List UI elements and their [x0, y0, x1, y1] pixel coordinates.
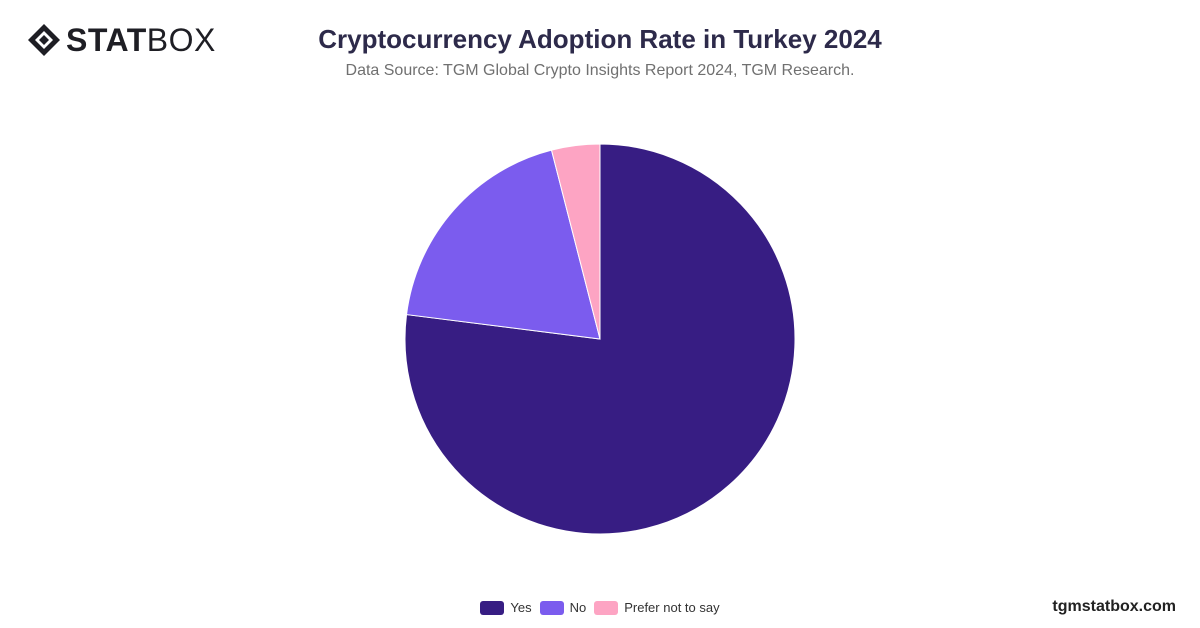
legend-item-yes[interactable]: Yes	[480, 600, 532, 615]
legend-swatch	[539, 600, 564, 615]
legend-label: Prefer not to say	[624, 600, 720, 615]
pie-slice-yes[interactable]	[404, 143, 796, 535]
legend-swatch	[594, 600, 619, 615]
logo-text: STATBOX	[66, 22, 216, 58]
chart-legend: Yes No Prefer not to say	[0, 600, 1200, 615]
pie-chart	[404, 143, 796, 535]
statbox-logo-icon	[28, 24, 60, 56]
chart-subtitle: Data Source: TGM Global Crypto Insights …	[345, 62, 855, 79]
legend-label: Yes	[510, 600, 532, 615]
logo-text-light: BOX	[146, 22, 216, 58]
legend-item-no[interactable]: No	[539, 600, 587, 615]
pie-slice-no[interactable]	[405, 149, 601, 340]
legend-swatch	[480, 600, 505, 615]
logo-text-bold: STAT	[66, 22, 147, 58]
legend-label: No	[569, 600, 587, 615]
chart-title: Cryptocurrency Adoption Rate in Turkey 2…	[318, 24, 882, 54]
pie-slice-prefer-not-to-say[interactable]	[550, 143, 601, 340]
legend-item-prefer-not-to-say[interactable]: Prefer not to say	[594, 600, 720, 615]
footer-site-url: tgmstatbox.com	[1052, 598, 1176, 615]
statbox-logo: STATBOX	[26, 22, 216, 58]
